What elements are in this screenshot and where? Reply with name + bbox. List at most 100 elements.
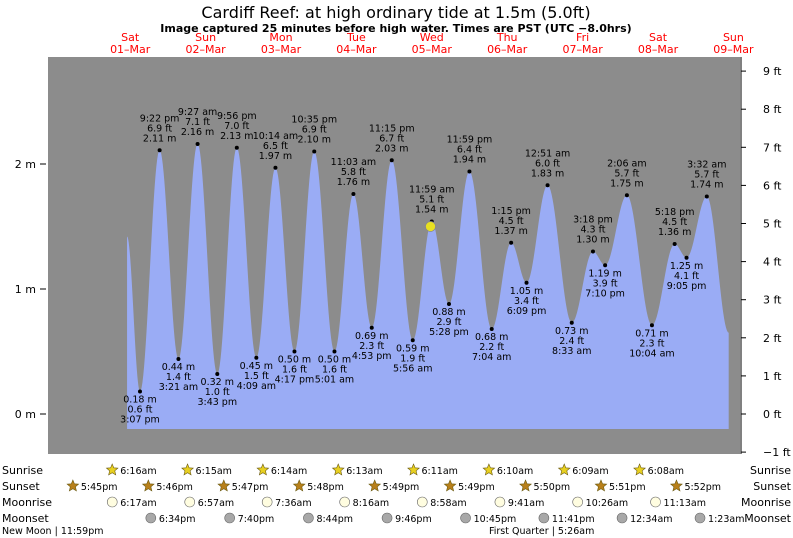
sunset-icon <box>141 479 155 492</box>
tide-label: 0.73 m <box>555 326 588 337</box>
tide-label: 1.83 m <box>531 168 564 179</box>
tide-label: 5:56 am <box>393 363 432 374</box>
tide-label: 1.36 m <box>658 227 691 238</box>
moonrise-time: 9:41am <box>508 498 544 509</box>
moonrise-icon <box>494 496 506 508</box>
moonrise-icon <box>339 496 350 508</box>
tide-point <box>509 240 514 245</box>
right-tick-label: 6 ft <box>763 179 782 192</box>
left-tick-label: 0 m <box>15 408 36 421</box>
tide-label: 5:01 am <box>315 375 354 386</box>
sunset-time: 5:51pm <box>609 482 646 493</box>
tide-label: 1.75 m <box>610 178 643 189</box>
sunset-icon <box>217 479 231 492</box>
tide-label: 10:04 am <box>629 348 674 359</box>
right-tick-label: −1 ft <box>763 446 791 459</box>
day-name: Wed <box>420 31 444 44</box>
right-tick-label: 0 ft <box>763 408 782 421</box>
moonrise-icon <box>650 496 661 508</box>
tide-point <box>704 194 709 199</box>
tide-label: 1.76 m <box>337 177 370 188</box>
tide-point <box>369 325 374 330</box>
tide-label: 0.59 m <box>396 343 429 354</box>
tide-label: 4.1 ft <box>674 271 699 282</box>
tide-label: 9:27 am <box>178 107 217 118</box>
tide-label: 0.88 m <box>432 307 465 318</box>
day-name: Mon <box>269 31 292 44</box>
tide-label: 1.74 m <box>690 180 723 191</box>
tide-point <box>590 249 595 254</box>
moonset-icon <box>538 512 550 524</box>
tide-label: 2.13 m <box>220 131 253 142</box>
tide-label: 2.2 ft <box>479 342 504 353</box>
tide-label: 2.4 ft <box>559 336 584 347</box>
right-tick-label: 1 ft <box>763 370 782 383</box>
tide-point <box>410 338 415 343</box>
tide-label: 1.25 m <box>670 261 703 272</box>
tide-label: 2:06 am <box>607 158 646 169</box>
tide-label: 6.0 ft <box>535 158 560 169</box>
tide-label: 3.9 ft <box>593 278 618 289</box>
moonset-icon <box>145 512 157 524</box>
tide-label: 1.54 m <box>415 205 448 216</box>
sunrise-time: 6:11am <box>422 466 458 477</box>
tide-label: 7:04 am <box>472 352 511 363</box>
tide-label: 1.4 ft <box>166 372 191 383</box>
tide-label: 7.0 ft <box>224 121 249 132</box>
sunset-icon <box>443 479 457 492</box>
moon-phase-label: New Moon | 11:59pm <box>2 526 104 537</box>
tide-label: 5.1 ft <box>419 195 444 206</box>
tide-label: 3:07 pm <box>120 415 160 426</box>
day-date: 02–Mar <box>185 43 226 56</box>
tide-label: 9:05 pm <box>667 281 707 292</box>
tide-label: 11:59 am <box>409 185 454 196</box>
tide-point <box>489 327 494 331</box>
tide-label: 12:51 am <box>525 148 570 159</box>
day-date: 01–Mar <box>110 43 151 56</box>
moonrise-icon <box>106 496 118 508</box>
tide-label: 3:21 am <box>159 382 198 393</box>
sunrise-time: 6:15am <box>196 466 232 477</box>
moonset-time: 9:46pm <box>395 514 432 525</box>
sunrise-icon <box>105 463 119 476</box>
current-time-marker <box>425 221 436 232</box>
tide-label: 5:28 pm <box>429 327 469 338</box>
tide-label: 1.05 m <box>510 286 543 297</box>
left-tick-label: 1 m <box>15 283 36 296</box>
sunset-icon <box>519 479 532 492</box>
tide-point <box>624 193 629 198</box>
sunset-icon <box>368 479 382 492</box>
tide-label: 6.7 ft <box>379 133 404 144</box>
row-label-left: Sunrise <box>2 464 43 477</box>
moonset-icon <box>694 512 706 524</box>
tide-point <box>332 349 337 354</box>
tide-label: 9:56 pm <box>217 111 257 122</box>
day-date: 09–Mar <box>713 43 754 56</box>
tide-label: 2.9 ft <box>436 317 461 328</box>
moonrise-time: 8:16am <box>353 498 389 509</box>
tide-label: 3.4 ft <box>514 296 539 307</box>
tide-label: 2.3 ft <box>639 338 664 349</box>
moonset-time: 1:23am <box>708 514 744 525</box>
row-label-right: Sunrise <box>750 464 791 477</box>
moonrise-icon <box>416 496 428 508</box>
moonrise-icon <box>261 496 273 508</box>
tide-label: 0.18 m <box>123 395 156 406</box>
tide-label: 4.3 ft <box>580 225 605 236</box>
tide-label: 2.11 m <box>143 133 176 144</box>
moonset-time: 10:45pm <box>474 514 517 525</box>
plot-area: 0.18 m0.6 ft3:07 pm9:22 pm6.9 ft2.11 m0.… <box>48 57 740 454</box>
day-name: Fri <box>576 31 589 44</box>
moonset-icon <box>224 512 235 524</box>
tide-label: 11:15 pm <box>369 123 415 134</box>
tide-label: 8:33 am <box>552 346 591 357</box>
tide-label: 0.45 m <box>240 361 273 372</box>
tide-label: 11:03 am <box>331 157 376 168</box>
day-labels: Sat01–MarSun02–MarMon03–MarTue04–MarWed0… <box>110 31 754 56</box>
moonset-time: 8:44pm <box>316 514 353 525</box>
tide-label: 6.4 ft <box>457 145 482 156</box>
astronomy-rows: Sunrise Sunrise 6:16am 6:15am 6:14am 6:13am 6:… <box>2 463 792 537</box>
tide-label: 7:10 pm <box>585 288 625 299</box>
moonrise-time: 6:17am <box>120 498 156 509</box>
sunrise-time: 6:08am <box>648 466 684 477</box>
